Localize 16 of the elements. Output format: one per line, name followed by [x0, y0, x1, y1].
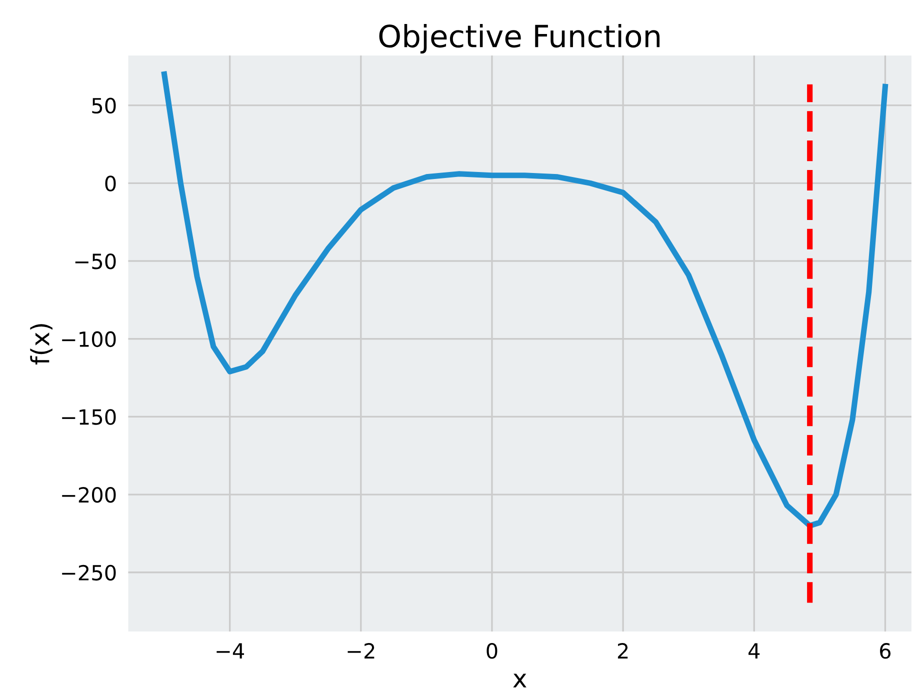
x-tick-label: 4 — [748, 643, 760, 658]
y-axis-title: f(x) — [30, 324, 52, 365]
x-tick-label: −4 — [216, 643, 244, 658]
y-tick-label: −50 — [75, 253, 116, 270]
y-tick-label: −250 — [62, 564, 116, 581]
y-tick-label: 0 — [105, 176, 116, 192]
x-tick-label: −2 — [348, 643, 374, 658]
x-tick-label: 6 — [880, 643, 891, 659]
y-tick-label: −150 — [62, 409, 116, 425]
x-axis-title: x — [513, 674, 526, 688]
y-tick-label: −200 — [62, 486, 116, 503]
y-tick-label: −100 — [62, 331, 116, 348]
chart-title: Objective Function — [379, 24, 660, 54]
x-tick-label: 0 — [486, 643, 498, 659]
x-tick-label: 2 — [618, 643, 628, 658]
y-tick-label: 50 — [92, 98, 116, 114]
